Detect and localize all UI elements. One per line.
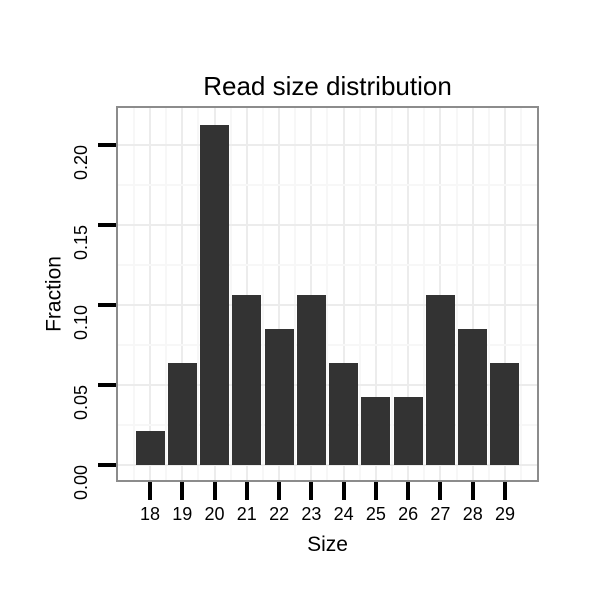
x-tick-label: 27 — [430, 504, 451, 524]
gridline-v-major — [278, 108, 281, 480]
gridline-v-major — [407, 108, 410, 480]
y-tick — [98, 463, 116, 467]
x-tick-label: 21 — [236, 504, 257, 524]
gridline-v-minor — [455, 108, 458, 480]
gridline-v-minor — [326, 108, 329, 480]
x-axis-title: Size — [307, 533, 348, 556]
gridline-v-major — [342, 108, 345, 480]
x-tick — [502, 482, 507, 500]
y-tick — [98, 143, 116, 147]
bar-22 — [264, 329, 294, 465]
x-tick-label: 24 — [333, 504, 354, 524]
bar-23 — [296, 295, 326, 465]
x-tick-label: 28 — [462, 504, 483, 524]
x-tick — [148, 482, 152, 500]
x-tick — [438, 482, 443, 500]
gridline-h-major — [118, 224, 537, 226]
gridline-v-major — [439, 108, 442, 480]
y-axis-title: Fraction — [42, 256, 66, 332]
x-tick — [309, 482, 314, 500]
bar-28 — [458, 329, 488, 465]
bar-27 — [425, 295, 455, 465]
gridline-v-minor — [294, 108, 297, 480]
y-tick-label: 0.20 — [71, 145, 91, 181]
x-tick-label: 23 — [301, 504, 322, 524]
y-tick-label: 0.15 — [71, 225, 91, 261]
gridline-v-minor — [197, 108, 200, 480]
x-tick — [277, 482, 282, 500]
x-tick — [244, 482, 249, 500]
x-tick — [212, 482, 217, 500]
y-tick — [98, 303, 116, 307]
x-tick-label: 29 — [494, 504, 515, 524]
gridline-v-major — [374, 108, 377, 480]
gridline-h-major — [118, 464, 537, 466]
gridline-v-minor — [391, 108, 394, 480]
gridline-h-minor — [118, 424, 537, 426]
y-tick-label: 0.10 — [71, 305, 91, 341]
plot-panel — [116, 106, 539, 482]
gridline-h-minor — [118, 344, 537, 346]
bar-21 — [232, 295, 262, 465]
gridline-v-minor — [423, 108, 426, 480]
x-tick — [373, 482, 378, 500]
y-tick-label: 0.00 — [71, 465, 91, 501]
x-tick — [341, 482, 346, 500]
gridline-v-minor — [520, 108, 523, 480]
x-tick — [180, 482, 185, 500]
x-tick-label: 18 — [139, 504, 161, 524]
gridline-h-minor — [118, 264, 537, 266]
gridline-v-minor — [165, 108, 168, 480]
bar-29 — [490, 363, 520, 465]
bar-25 — [361, 397, 391, 465]
gridline-v-major — [245, 108, 248, 480]
x-tick — [470, 482, 475, 500]
gridline-v-major — [181, 108, 184, 480]
gridline-v-major — [149, 108, 151, 480]
x-tick — [406, 482, 411, 500]
gridline-v-minor — [229, 108, 232, 480]
x-tick-label: 25 — [365, 504, 386, 524]
gridline-v-major — [310, 108, 313, 480]
x-tick-label: 20 — [204, 504, 225, 524]
y-tick — [98, 223, 116, 227]
bar-18 — [135, 431, 165, 465]
gridline-v-minor — [358, 108, 361, 480]
y-tick — [98, 383, 116, 387]
gridline-h-major — [118, 304, 537, 306]
bar-26 — [393, 397, 423, 465]
chart-title: Read size distribution — [203, 71, 452, 101]
gridline-v-minor — [261, 108, 264, 480]
gridline-v-minor — [487, 108, 490, 480]
bar-24 — [329, 363, 359, 465]
gridline-v-major — [471, 108, 474, 480]
x-tick-label: 26 — [398, 504, 419, 524]
x-tick-label: 22 — [269, 504, 290, 524]
x-tick-label: 19 — [172, 504, 193, 524]
gridline-h-major — [118, 384, 537, 386]
gridline-h-minor — [118, 184, 537, 186]
y-tick-label: 0.05 — [71, 385, 91, 421]
gridline-v-minor — [132, 108, 135, 480]
bar-20 — [200, 125, 230, 465]
gridline-h-major — [118, 144, 537, 146]
gridline-v-major — [503, 108, 506, 480]
bar-19 — [167, 363, 197, 465]
